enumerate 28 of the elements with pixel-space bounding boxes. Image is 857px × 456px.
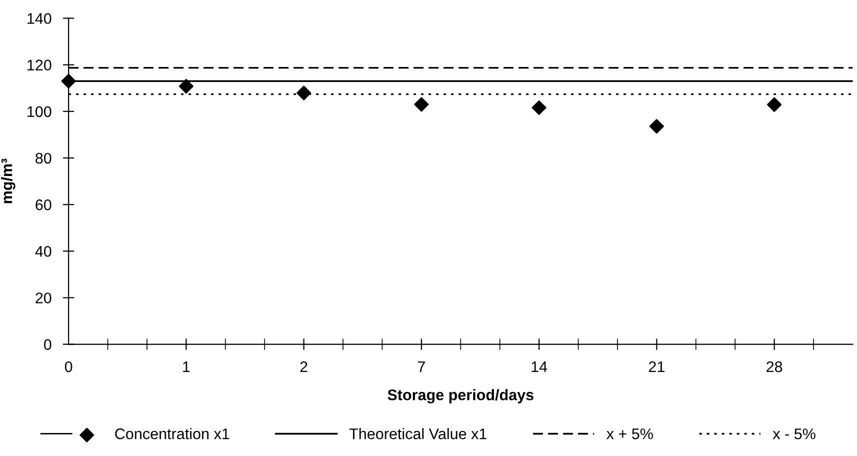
x-tick-label: 7	[418, 362, 425, 372]
y-tick-label: 0	[44, 339, 52, 350]
y-tick-label: 120	[28, 60, 52, 71]
point	[649, 119, 664, 134]
legend-label: x - 5%	[772, 428, 816, 440]
legend-label: Theoretical Value x1	[349, 428, 486, 440]
y-tick-label: 100	[28, 106, 52, 118]
x-tick-label: 2	[300, 361, 308, 372]
legend-label: x + 5%	[606, 428, 653, 440]
point	[296, 86, 312, 100]
point	[178, 78, 194, 94]
point	[414, 97, 429, 112]
x-tick-label: 28	[766, 361, 782, 372]
legend-label: Concentration x1	[115, 428, 230, 440]
point	[61, 74, 76, 88]
x-tick-label: 0	[64, 361, 72, 372]
x-tick-label: 14	[532, 362, 548, 372]
y-tick-label: 60	[36, 199, 52, 210]
y-tick-label: 40	[35, 246, 52, 257]
y-axis-title: mg/m³	[0, 158, 16, 204]
x-tick-label: 1	[183, 362, 190, 372]
point	[767, 97, 782, 112]
y-tick-label: 80	[36, 152, 52, 164]
point	[532, 100, 546, 115]
x-axis-title: Storage period/days	[388, 389, 534, 404]
y-tick-label: 20	[36, 292, 52, 304]
y-tick-label: 140	[28, 13, 52, 24]
x-tick-label: 21	[648, 361, 664, 372]
